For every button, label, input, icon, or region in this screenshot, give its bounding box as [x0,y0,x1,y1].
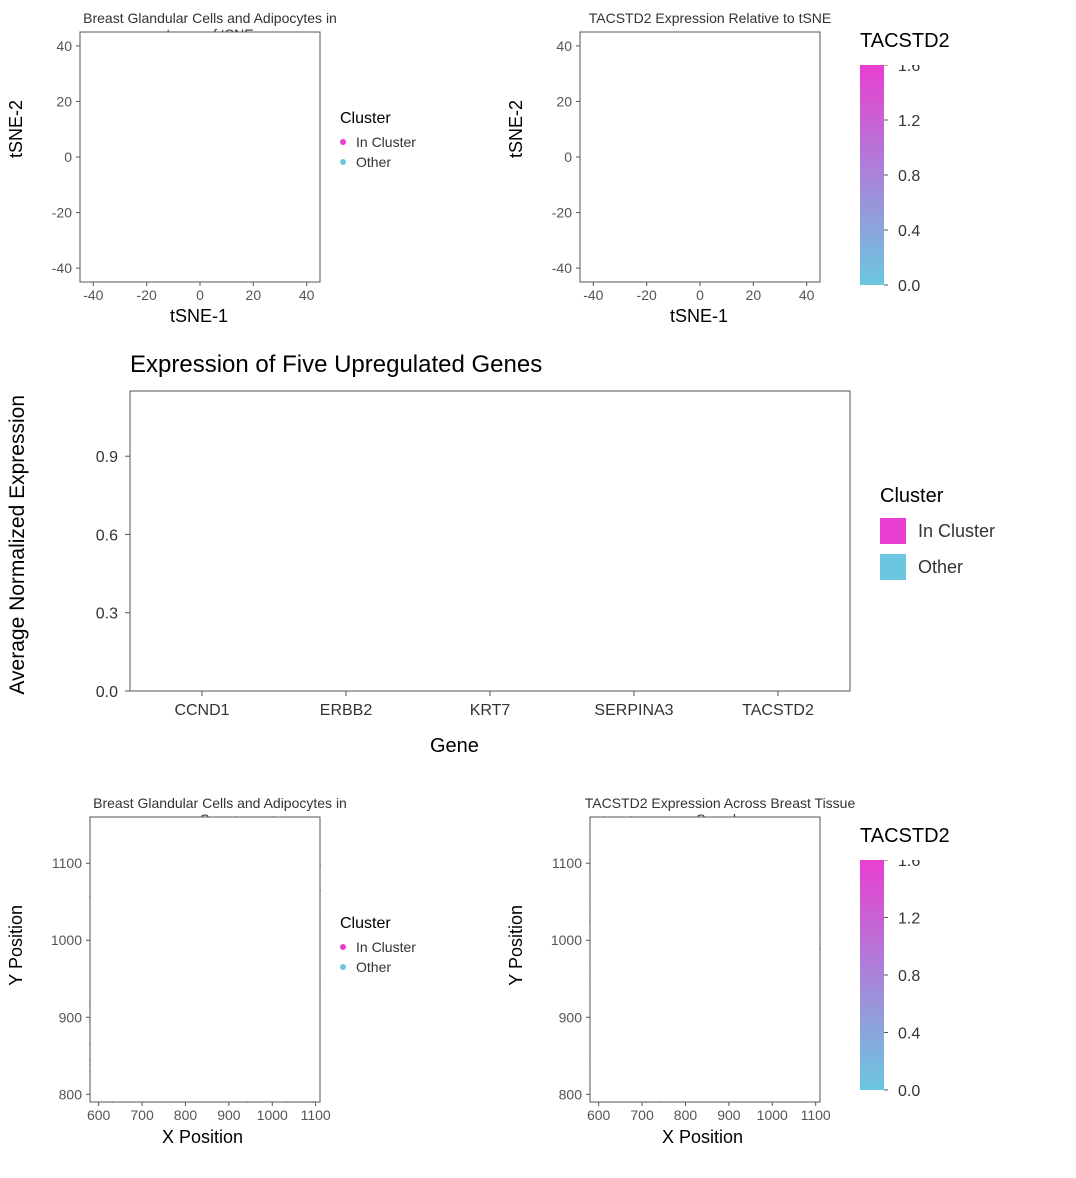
legend-item-incluster: In Cluster [340,939,416,955]
legend-title: Cluster [880,485,995,508]
row1-right-legend: TACSTD2 0.00.40.81.21.6 [860,30,980,295]
row1-left-legend: Cluster In Cluster Other [340,110,416,174]
row1-left-xlabel: tSNE-1 [170,306,228,327]
row3-left-legend: Cluster In Cluster Other [340,915,416,979]
row1-right-panel: TACSTD2 Expression Relative to tSNE tSNE… [500,10,1076,330]
row3-left-xlabel: X Position [162,1127,243,1148]
row3-right-panel: TACSTD2 Expression Across Breast Tissue … [500,795,1076,1155]
row1-left-plot: -40 -20 0 20 40 -40 -20 0 20 40 [0,10,500,330]
svg-text:40: 40 [299,287,315,303]
legend-item-incluster: In Cluster [880,518,995,544]
svg-text:-40: -40 [83,287,103,303]
legend-item-incluster: In Cluster [340,134,416,150]
row1-left-panel: Breast Glandular Cells and Adipocytes in… [0,10,500,330]
bar-xlabel: Gene [430,735,479,758]
legend-item-other: Other [340,154,416,170]
svg-text:20: 20 [246,287,262,303]
gradient-bar: 0.00.40.81.21.6 [860,65,980,295]
row3-right-xlabel: X Position [662,1127,743,1148]
svg-text:20: 20 [56,93,72,109]
bar-ylabel: Average Normalized Expression [6,395,30,695]
svg-text:0: 0 [196,287,204,303]
gradient-legend-title: TACSTD2 [860,825,980,848]
row3-left-panel: Breast Glandular Cells and Adipocytes in… [0,795,500,1155]
legend-title: Cluster [340,110,416,128]
bar-chart: 0.00.30.60.9CCND1ERBB2KRT7SERPINA3TACSTD… [40,381,900,761]
svg-text:40: 40 [56,38,72,54]
gradient-legend-title: TACSTD2 [860,30,980,53]
svg-text:-20: -20 [137,287,157,303]
svg-text:0: 0 [64,149,72,165]
row3-right-legend: TACSTD2 0.00.40.81.21.6 [860,825,980,1100]
legend-item-other: Other [340,959,416,975]
svg-text:-20: -20 [52,205,72,221]
gradient-bar: 0.00.40.81.21.6 [860,860,980,1100]
legend-item-other: Other [880,554,995,580]
row1-right-xlabel: tSNE-1 [670,306,728,327]
legend-title: Cluster [340,915,416,933]
bar-title: Expression of Five Upregulated Genes [130,351,542,379]
bar-panel: Average Normalized Expression Expression… [0,345,1076,765]
bar-legend: Cluster In Cluster Other [880,485,995,590]
svg-text:-40: -40 [52,260,72,276]
row3-left-plot: 6007008009001000110080090010001100 [0,795,500,1155]
